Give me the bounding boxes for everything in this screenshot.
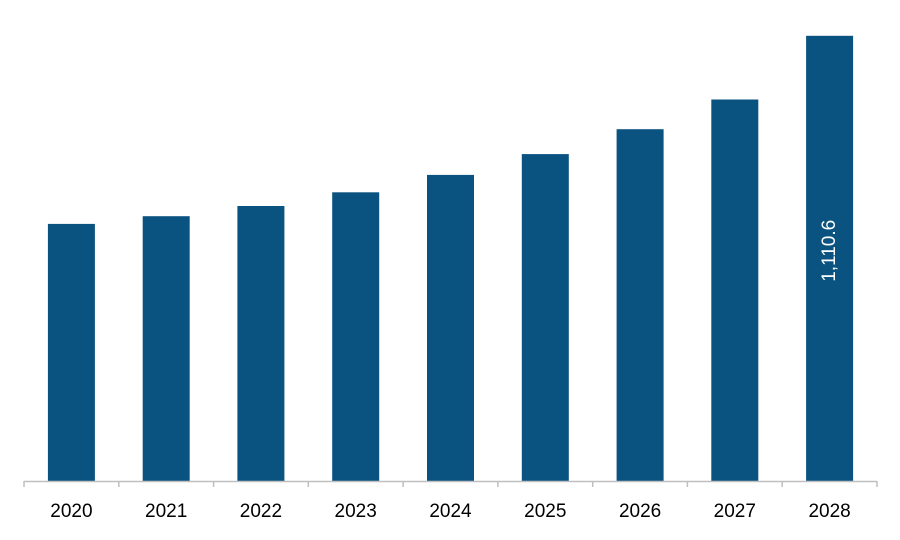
data-label-2028: 1,110.6 (819, 220, 840, 282)
x-tick-label-2026: 2026 (619, 501, 661, 522)
x-tick-label-2024: 2024 (429, 501, 472, 522)
x-tick-label-2025: 2025 (524, 501, 566, 522)
x-axis (23, 480, 878, 487)
data-labels: 1,110.6 (819, 220, 840, 282)
bar-2027 (711, 99, 759, 481)
bar-2023 (332, 192, 380, 482)
bar-2024 (427, 174, 474, 481)
bar-2026 (616, 129, 664, 481)
x-tick-label-2028: 2028 (808, 501, 850, 522)
bar-2025 (521, 154, 569, 481)
bar-2020 (47, 223, 95, 481)
x-tick-label-2027: 2027 (714, 501, 756, 522)
bar-2021 (142, 216, 190, 481)
x-tick-label-2021: 2021 (145, 501, 187, 522)
x-tick-label-2023: 2023 (335, 501, 377, 522)
x-tick-label-2020: 2020 (50, 501, 92, 522)
x-tick-label-2022: 2022 (240, 501, 282, 522)
bar-2022 (237, 206, 285, 481)
bars-group (47, 35, 854, 482)
x-tick-labels: 2020 2021 2022 2023 2024 2025 2026 2027 2028 (50, 501, 850, 522)
bar-2028 (806, 35, 854, 482)
